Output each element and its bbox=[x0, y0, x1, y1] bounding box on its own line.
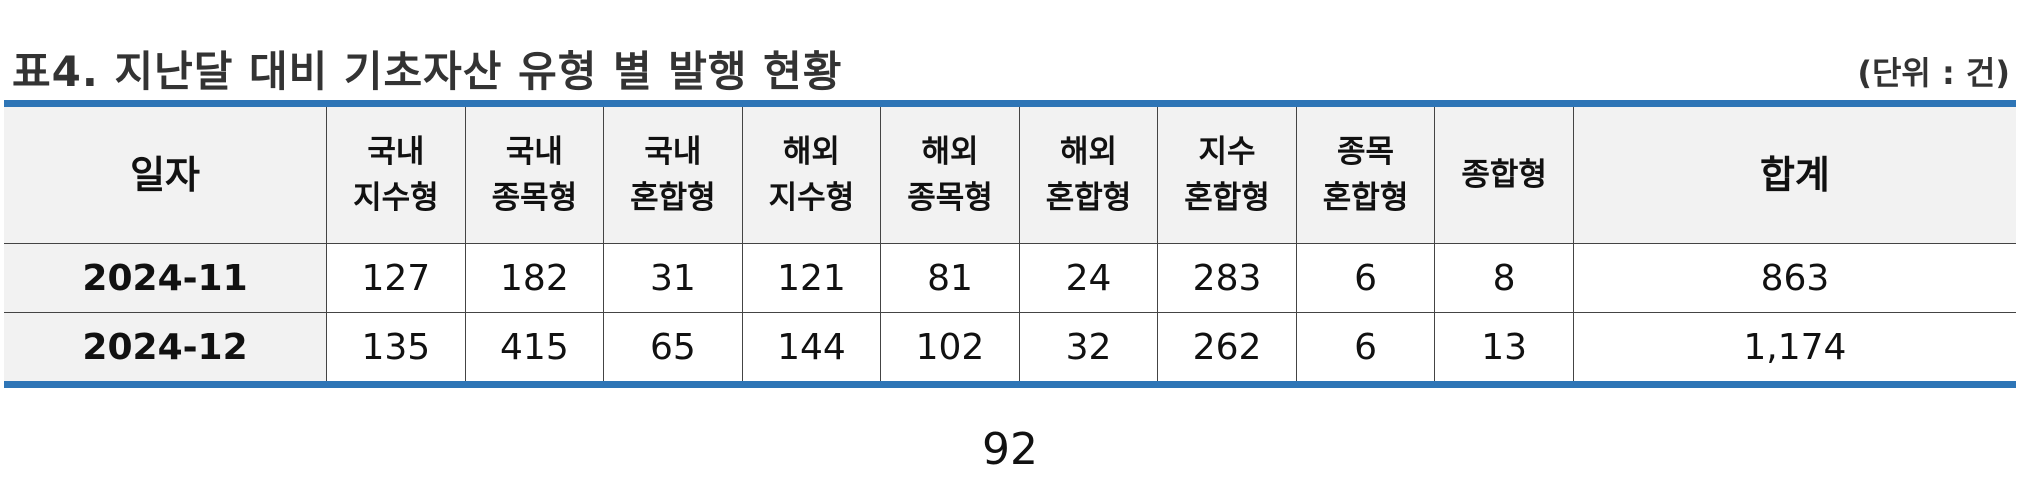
table-cell: 144 bbox=[741, 312, 882, 385]
table-cell: 127 bbox=[326, 243, 466, 313]
column-header-domestic-index: 국내 지수형 bbox=[326, 103, 466, 244]
table-cell: 182 bbox=[464, 243, 605, 313]
column-header-domestic-stock: 국내 종목형 bbox=[464, 103, 605, 244]
header-row: 일자 국내 지수형 국내 종목형 국내 혼합형 해외 지수형 해외 종목형 해외 혼합형 지… bbox=[4, 103, 2016, 244]
column-header-overseas-index: 해외 지수형 bbox=[741, 103, 882, 244]
column-header-overseas-mixed: 해외 혼합형 bbox=[1018, 103, 1159, 244]
table-cell: 102 bbox=[880, 312, 1020, 385]
row-date: 2024-11 bbox=[4, 243, 328, 313]
table-cell: 135 bbox=[326, 312, 466, 385]
table-cell: 262 bbox=[1157, 312, 1297, 385]
unit-label: (단위 : 건) bbox=[1857, 54, 2010, 92]
table-cell: 81 bbox=[880, 243, 1020, 313]
table-row: 2024-11 127 182 31 121 81 24 283 6 8 863 bbox=[4, 243, 2016, 313]
table-cell: 6 bbox=[1295, 312, 1436, 385]
table-cell: 283 bbox=[1157, 243, 1297, 313]
table-cell: 13 bbox=[1434, 312, 1574, 385]
page-number: 92 bbox=[982, 424, 1038, 475]
table-row: 2024-12 135 415 65 144 102 32 262 6 13 1… bbox=[4, 312, 2016, 385]
table-title: 표4. 지난달 대비 기초자산 유형 별 발행 현황 bbox=[12, 47, 843, 96]
column-header-date: 일자 bbox=[4, 103, 328, 244]
table-cell: 8 bbox=[1434, 243, 1574, 313]
column-header-overseas-stock: 해외 종목형 bbox=[880, 103, 1020, 244]
table-cell: 65 bbox=[603, 312, 743, 385]
table-cell: 24 bbox=[1018, 243, 1159, 313]
table-cell: 121 bbox=[741, 243, 882, 313]
table-cell: 31 bbox=[603, 243, 743, 313]
title-row: 표4. 지난달 대비 기초자산 유형 별 발행 현황 (단위 : 건) bbox=[12, 38, 2010, 98]
column-header-index-mixed: 지수 혼합형 bbox=[1157, 103, 1297, 244]
column-header-stock-mixed: 종목 혼합형 bbox=[1295, 103, 1436, 244]
column-header-total: 합계 bbox=[1572, 103, 2016, 244]
column-header-composite: 종합형 bbox=[1434, 103, 1574, 244]
table-cell: 6 bbox=[1295, 243, 1436, 313]
row-date: 2024-12 bbox=[4, 312, 328, 385]
row-total: 863 bbox=[1572, 243, 2016, 313]
issuance-table: 일자 국내 지수형 국내 종목형 국내 혼합형 해외 지수형 해외 종목형 해외 혼합형 지… bbox=[4, 100, 2016, 388]
row-total: 1,174 bbox=[1572, 312, 2016, 385]
column-header-domestic-mixed: 국내 혼합형 bbox=[603, 103, 743, 244]
table-cell: 415 bbox=[464, 312, 605, 385]
table-cell: 32 bbox=[1018, 312, 1159, 385]
